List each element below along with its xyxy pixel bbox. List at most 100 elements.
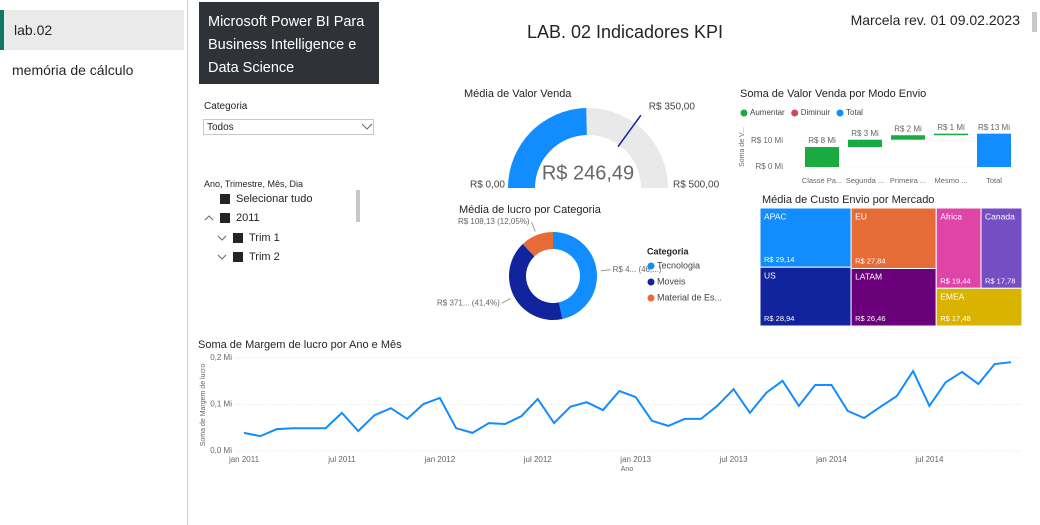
waterfall-bar [848,139,882,148]
tile-label: APAC [764,211,787,221]
dropdown-chevron[interactable] [361,123,373,131]
checkbox[interactable] [220,213,230,223]
waterfall-bar [977,133,1011,167]
slicer-item[interactable]: Selecionar tudo [236,193,312,205]
data-label: R$ 108,13 (12,05%) [458,217,530,226]
y-tick-label: R$ 0 Mi [755,162,783,171]
scrollbar[interactable] [1032,12,1037,32]
x-tick-label: Primeira ... [890,176,926,185]
y-tick-label: 0,1 Mi [210,400,232,409]
x-axis-title: Ano [621,466,634,473]
x-tick-label: Classe Pa... [802,176,842,185]
tile-label: EMEA [940,292,964,302]
data-label: R$ 371... (41,4%) [437,298,500,307]
donut-slice [522,232,553,257]
y-axis-title: Soma de Margem de lucro [200,364,207,447]
gauge-target [617,114,642,148]
data-label: R$ 1 Mi [937,123,965,132]
tile-label: Canada [985,211,1015,221]
legend-label: Aumentar [750,108,785,117]
data-label: R$ 2 Mi [894,124,922,133]
x-tick-label: Total [986,176,1002,185]
data-label: R$ 4... (46,...) [613,265,662,274]
y-tick-label: 0,2 Mi [210,353,232,362]
waterfall-bar [934,133,968,136]
donut-slice [553,232,598,319]
page-tab[interactable]: memória de cálculo [12,62,134,78]
x-tick-label: jan 2013 [619,455,651,464]
data-label: R$ 13 Mi [978,123,1010,132]
legend-label: Total [846,108,863,117]
treemap-tile [980,207,1023,289]
legend-marker [836,109,844,117]
banner: Microsoft Power BI Para Business Intelli… [199,2,379,84]
slicer-label: Categoria [204,101,248,112]
tile-label: EU [855,211,867,221]
y-tick-label: 0,0 Mi [210,446,232,455]
y-axis-title: Soma de V... [739,127,746,167]
slicer-scrollbar[interactable] [356,190,360,222]
x-tick-label: jan 2011 [228,455,260,464]
data-label: R$ 26,46 [855,314,885,323]
collapse-icon[interactable] [204,215,214,221]
gauge-limit-label: R$ 0,00 [470,180,505,191]
gauge-limit-label: R$ 500,00 [673,180,720,191]
line-series [243,361,1012,438]
data-label: R$ 17,48 [940,314,970,323]
data-label: R$ 17,78 [985,276,1015,285]
slicer-item[interactable]: Trim 2 [249,251,280,263]
slicer-dropdown[interactable]: Todos [203,119,374,135]
x-tick-label: jul 2012 [523,455,553,464]
x-tick-label: jan 2014 [815,455,847,464]
target-label: R$ 350,00 [649,102,696,113]
leader-line [531,221,536,232]
slicer-item[interactable]: Trim 1 [249,232,280,244]
checkbox[interactable] [220,194,230,204]
legend-label: Moveis [657,276,686,286]
legend-marker [740,109,748,117]
tile-label: Africa [940,211,962,221]
data-label: R$ 19,44 [940,276,970,285]
chart-title: Soma de Valor Venda por Modo Envio [740,88,926,100]
checkbox[interactable] [233,233,243,243]
gauge-value [508,108,587,188]
x-tick-label: Mesmo ... [935,176,968,185]
data-label: R$ 28,94 [764,314,794,323]
legend-marker [791,109,799,117]
legend-marker [647,278,655,286]
page-navigation: lab.02 memória de cálculo [0,0,188,525]
tile-label: US [764,270,776,280]
y-tick-label: R$ 10 Mi [751,136,783,145]
waterfall-bar [891,135,925,140]
author-note: Marcela rev. 01 09.02.2023 [850,12,1020,28]
chart-title: Média de Custo Envio por Mercado [762,194,934,206]
chart-title: Média de lucro por Categoria [459,204,602,216]
report-title: LAB. 02 Indicadores KPI [526,22,724,42]
page-tab[interactable]: lab.02 [0,10,184,50]
legend-marker [647,294,655,302]
expand-icon[interactable] [217,235,227,241]
treemap-tile [850,207,937,269]
x-tick-label: jul 2011 [327,455,356,464]
x-tick-label: jul 2013 [719,455,749,464]
data-label: R$ 3 Mi [851,129,879,138]
leader-line [501,298,511,304]
legend-label: Material de Es... [657,292,722,302]
slicer-item[interactable]: 2011 [236,212,260,224]
treemap-tile [759,207,852,268]
x-tick-label: Segunda ... [846,176,884,185]
legend-label: Diminuir [801,108,831,117]
slicer-label: Ano, Trimestre, Mês, Dia [204,179,304,189]
checkbox[interactable] [233,252,243,262]
expand-icon[interactable] [217,254,227,260]
legend-label: Tecnologia [657,260,700,270]
data-label: R$ 8 Mi [808,136,836,145]
waterfall-bar [805,147,839,167]
treemap-tile [935,207,982,289]
x-tick-label: jul 2014 [914,455,944,464]
data-label: R$ 27,84 [855,256,885,265]
leader-line [600,269,611,272]
data-label: R$ 29,14 [764,255,794,264]
